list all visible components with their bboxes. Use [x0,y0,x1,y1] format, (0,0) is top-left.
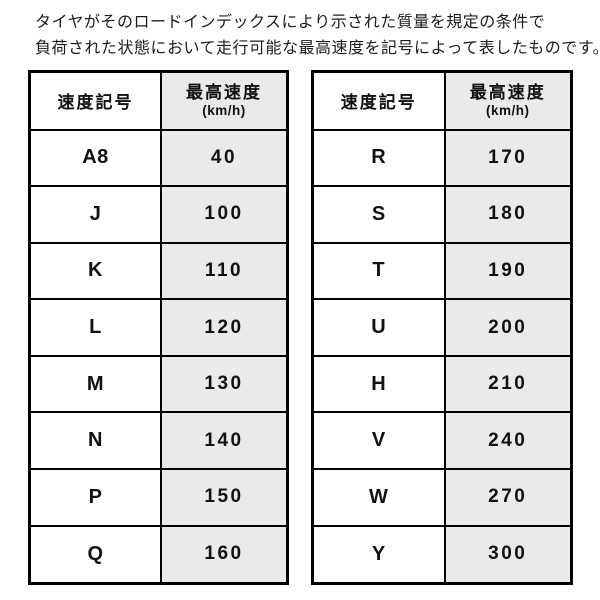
speed-header-label: 最高速度 [186,82,262,102]
max-speed-cell: 200 [443,298,573,357]
speed-symbol-cell: Y [311,524,446,585]
table-row: Q 160 [28,524,289,585]
table-row: Y 300 [311,524,573,585]
max-speed-cell: 140 [160,411,289,471]
speed-symbol-cell: U [311,298,446,357]
speed-symbol-cell: A8 [28,128,162,188]
max-speed-cell: 210 [443,354,573,414]
speed-symbol-cell: R [311,128,446,188]
speed-rating-table-right: 速度記号 最高速度 (km/h) R 170 S 180 T 190 U [311,70,573,585]
intro-line-2: 負荷された状態において走行可能な最高速度を記号によって表したものです。 [35,40,600,57]
speed-column-header: 最高速度 (km/h) [443,70,573,131]
table-row: J 100 [28,185,289,244]
table-row: K 110 [28,241,289,301]
speed-header-unit: (km/h) [486,102,530,118]
table-header-row: 速度記号 最高速度 (km/h) [28,70,289,131]
speed-symbol-cell: L [28,298,162,357]
table-row: A8 40 [28,128,289,188]
table-row: T 190 [311,241,573,301]
symbol-column-header: 速度記号 [311,70,446,131]
table-row: L 120 [28,298,289,357]
table-row: N 140 [28,411,289,471]
speed-symbol-cell: W [311,468,446,527]
speed-symbol-cell: N [28,411,162,471]
max-speed-cell: 180 [443,185,573,244]
max-speed-cell: 100 [160,185,289,244]
table-row: M 130 [28,354,289,414]
intro-text: タイヤがそのロードインデックスにより示された質量を規定の条件で 負荷された状態に… [35,10,600,62]
speed-symbol-cell: K [28,241,162,301]
speed-symbol-cell: Q [28,524,162,585]
speed-symbol-cell: S [311,185,446,244]
intro-line-1: タイヤがそのロードインデックスにより示された質量を規定の条件で [35,14,546,31]
speed-symbol-cell: V [311,411,446,471]
table-row: U 200 [311,298,573,357]
table-row: R 170 [311,128,573,188]
table-row: V 240 [311,411,573,471]
table-row: S 180 [311,185,573,244]
speed-header-label: 最高速度 [469,82,546,102]
table-row: H 210 [311,354,573,414]
speed-header-unit: (km/h) [202,102,246,118]
table-row: W 270 [311,468,573,527]
max-speed-cell: 240 [443,411,573,471]
speed-symbol-cell: P [28,468,162,527]
speed-column-header: 最高速度 (km/h) [160,70,289,131]
max-speed-cell: 160 [160,524,289,585]
max-speed-cell: 40 [160,128,289,188]
max-speed-cell: 130 [160,354,289,414]
max-speed-cell: 300 [443,524,573,585]
speed-rating-table-left: 速度記号 最高速度 (km/h) A8 40 J 100 K 110 L [28,70,289,585]
table-row: P 150 [28,468,289,527]
max-speed-cell: 120 [160,298,289,357]
max-speed-cell: 190 [443,241,573,301]
speed-symbol-cell: M [28,354,162,414]
max-speed-cell: 150 [160,468,289,527]
speed-symbol-cell: T [311,241,446,301]
speed-symbol-cell: H [311,354,446,414]
speed-symbol-cell: J [28,185,162,244]
max-speed-cell: 270 [443,468,573,527]
max-speed-cell: 110 [160,241,289,301]
max-speed-cell: 170 [443,128,573,188]
table-header-row: 速度記号 最高速度 (km/h) [311,70,573,131]
symbol-column-header: 速度記号 [28,70,162,131]
